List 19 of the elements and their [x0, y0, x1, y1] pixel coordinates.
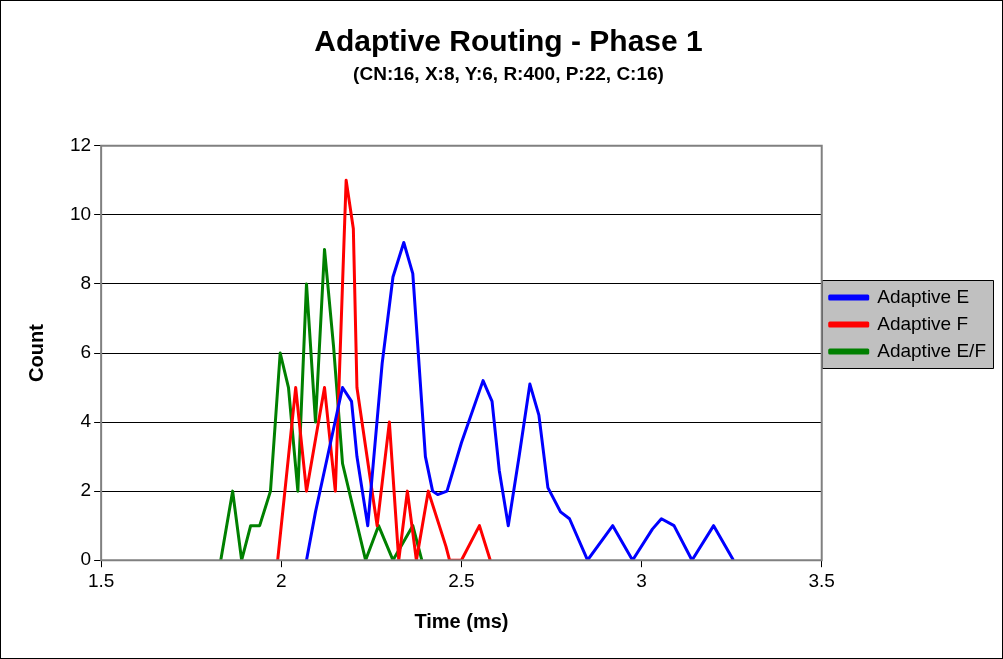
- x-tick-label: 2.5: [448, 569, 475, 591]
- legend-label: Adaptive E/F: [877, 339, 986, 361]
- y-axis-title: Count: [24, 323, 47, 382]
- x-tick-label: 1.5: [87, 569, 115, 591]
- chart-subtitle: (CN:16, X:8, Y:6, R:400, P:22, C:16): [353, 62, 664, 84]
- x-axis-title: Time (ms): [414, 609, 509, 632]
- legend-label: Adaptive E: [877, 285, 970, 307]
- y-tick-label: 6: [80, 341, 92, 363]
- y-tick-label: 12: [69, 134, 92, 156]
- x-tick-label: 3: [636, 569, 647, 591]
- legend-label: Adaptive F: [877, 312, 969, 334]
- y-tick-label: 4: [80, 410, 92, 432]
- x-tick-label: 2: [275, 569, 287, 591]
- x-tick-label: 3.5: [808, 569, 835, 591]
- y-tick-label: 10: [69, 203, 92, 225]
- chart-title: Adaptive Routing - Phase 1: [314, 24, 703, 58]
- y-tick-label: 2: [80, 479, 92, 501]
- y-tick-label: 0: [80, 548, 92, 570]
- y-tick-label: 8: [80, 272, 92, 294]
